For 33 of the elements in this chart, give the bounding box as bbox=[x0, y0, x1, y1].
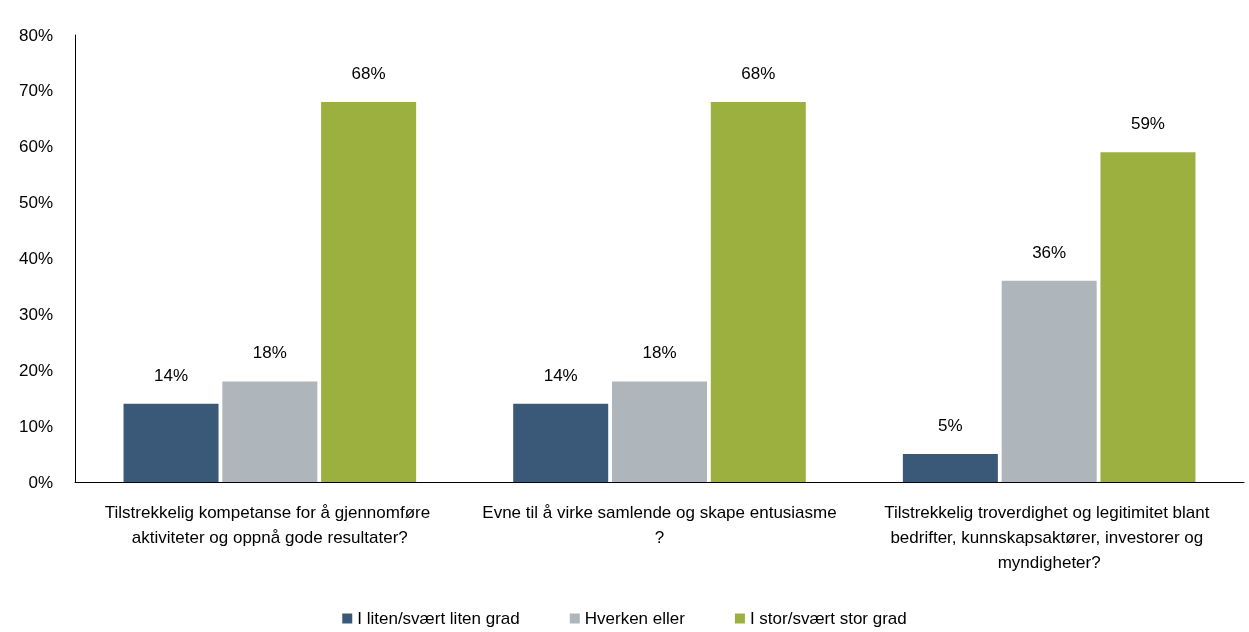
data-label: 18% bbox=[642, 343, 677, 363]
y-tick-label: 0% bbox=[28, 472, 53, 492]
legend-label: Hverken eller bbox=[584, 609, 686, 628]
bar bbox=[1001, 280, 1097, 482]
data-label: 59% bbox=[1130, 114, 1165, 134]
x-tick-label: Evne til å virke samlende og skape entusiasme? bbox=[482, 503, 837, 547]
data-label: 14% bbox=[154, 365, 189, 385]
y-tick-label: 70% bbox=[18, 81, 53, 101]
bar bbox=[612, 381, 707, 482]
data-label: 68% bbox=[351, 64, 386, 84]
x-tick-label: Tilstrekkelig kompetanse for å gjennomføre aktiviteter og oppnå gode resultater? bbox=[104, 503, 435, 547]
y-tick-label: 80% bbox=[18, 25, 53, 45]
bar bbox=[321, 102, 417, 482]
x-tick-label: Tilstrekkelig troverdighet og legitimitet blant bedrifter, kunnskapsaktører, investorer og myndigheter? bbox=[884, 503, 1215, 572]
data-label: 18% bbox=[252, 343, 287, 363]
legend-label: I liten/svært liten grad bbox=[357, 609, 520, 628]
data-label: 68% bbox=[741, 64, 776, 84]
bar bbox=[222, 381, 318, 482]
bar bbox=[710, 102, 806, 482]
data-label: 14% bbox=[543, 365, 578, 385]
y-tick-label: 10% bbox=[18, 416, 53, 436]
y-tick-label: 60% bbox=[18, 137, 53, 157]
y-tick-label: 50% bbox=[18, 193, 53, 213]
data-label: 36% bbox=[1032, 242, 1067, 262]
bar bbox=[902, 454, 998, 482]
y-tick-label: 30% bbox=[18, 304, 53, 324]
data-label: 5% bbox=[938, 416, 963, 436]
bar bbox=[123, 403, 219, 482]
bar bbox=[1100, 152, 1196, 482]
legend-label: I stor/svært stor grad bbox=[749, 609, 907, 628]
bar bbox=[513, 403, 609, 482]
y-tick-label: 20% bbox=[18, 360, 53, 380]
y-tick-label: 40% bbox=[18, 249, 53, 268]
